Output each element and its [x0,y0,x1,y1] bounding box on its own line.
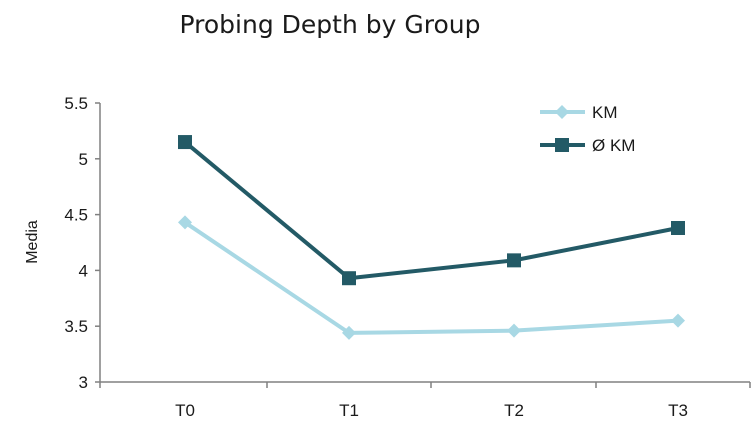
data-point [671,314,685,328]
y-tick-label: 3 [79,373,88,392]
y-tick-label: 4 [79,261,88,280]
data-point [507,253,521,267]
series-km [178,215,685,339]
y-tick-label: 5 [79,150,88,169]
y-axis-label: Media [24,220,41,264]
series-line [185,142,678,278]
x-tick-label: T1 [339,401,359,420]
data-point [342,271,356,285]
y-tick-label: 3.5 [64,317,88,336]
chart-title: Probing Depth by Group [180,10,481,39]
data-point [178,135,192,149]
legend-marker [555,105,569,119]
data-point [507,324,521,338]
x-tick-label: T3 [668,401,688,420]
x-tick-label: T2 [504,401,524,420]
legend-label: Ø KM [592,136,635,155]
legend-label: KM [592,103,618,122]
data-point [671,221,685,235]
x-tick-label: T0 [175,401,195,420]
y-tick-label: 4.5 [64,206,88,225]
series-no-km [178,135,685,285]
legend: KM Ø KM [540,103,635,155]
series-line [185,222,678,332]
legend-marker [555,138,569,152]
y-tick-label: 5.5 [64,94,88,113]
